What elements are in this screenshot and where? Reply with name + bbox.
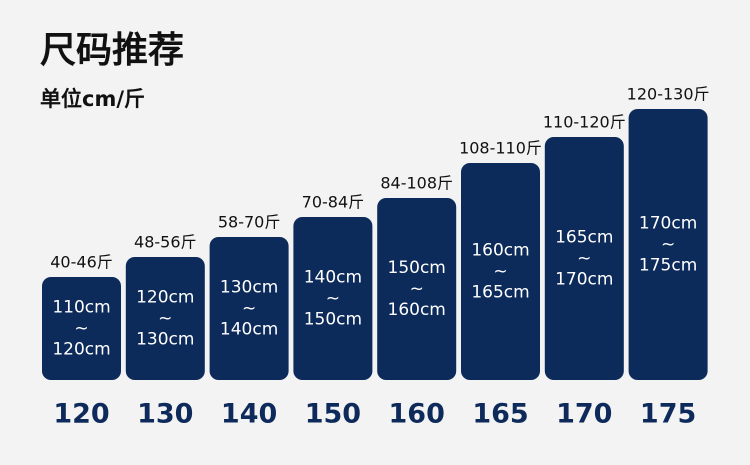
size-label: 140 (221, 399, 277, 430)
size-bar (42, 277, 121, 380)
height-from: 160cm (471, 241, 529, 261)
size-label: 170 (556, 399, 612, 430)
weight-label: 58-70斤 (218, 213, 281, 232)
weight-label: 48-56斤 (134, 233, 197, 252)
weight-label: 108-110斤 (459, 139, 542, 158)
height-from: 110cm (52, 298, 110, 318)
height-from: 150cm (388, 258, 446, 278)
height-to: 150cm (304, 310, 362, 330)
height-separator: ~ (158, 309, 172, 329)
weight-label: 70-84斤 (302, 193, 365, 212)
height-separator: ~ (242, 299, 256, 319)
size-bar (461, 163, 540, 380)
size-bar (125, 257, 205, 380)
height-to: 165cm (471, 283, 529, 303)
size-bar (544, 137, 624, 380)
weight-label: 120-130斤 (627, 85, 710, 104)
size-bar (293, 217, 373, 380)
height-from: 170cm (639, 214, 697, 234)
height-to: 160cm (388, 300, 446, 320)
size-label: 165 (472, 399, 528, 430)
size-bar (377, 198, 457, 380)
size-label: 160 (389, 399, 445, 430)
size-label: 120 (53, 399, 109, 430)
height-separator: ~ (410, 279, 424, 299)
height-to: 130cm (136, 330, 194, 350)
size-bar (209, 237, 289, 380)
height-to: 175cm (639, 256, 697, 276)
height-from: 130cm (220, 278, 278, 298)
weight-label: 40-46斤 (50, 253, 113, 272)
height-separator: ~ (493, 262, 507, 282)
height-to: 170cm (555, 270, 613, 290)
height-from: 120cm (136, 288, 194, 308)
size-label: 175 (640, 399, 696, 430)
height-separator: ~ (577, 249, 591, 269)
height-separator: ~ (326, 289, 340, 309)
size-label: 150 (305, 399, 361, 430)
size-bar (628, 109, 708, 380)
size-label: 130 (137, 399, 193, 430)
title: 尺码推荐 (40, 30, 184, 71)
height-from: 165cm (555, 228, 613, 248)
unit-label: 单位cm/斤 (40, 87, 145, 111)
height-separator: ~ (661, 235, 675, 255)
height-to: 120cm (52, 340, 110, 360)
height-to: 140cm (220, 320, 278, 340)
weight-label: 110-120斤 (543, 113, 626, 132)
height-separator: ~ (74, 319, 88, 339)
height-from: 140cm (304, 268, 362, 288)
weight-label: 84-108斤 (380, 174, 453, 193)
